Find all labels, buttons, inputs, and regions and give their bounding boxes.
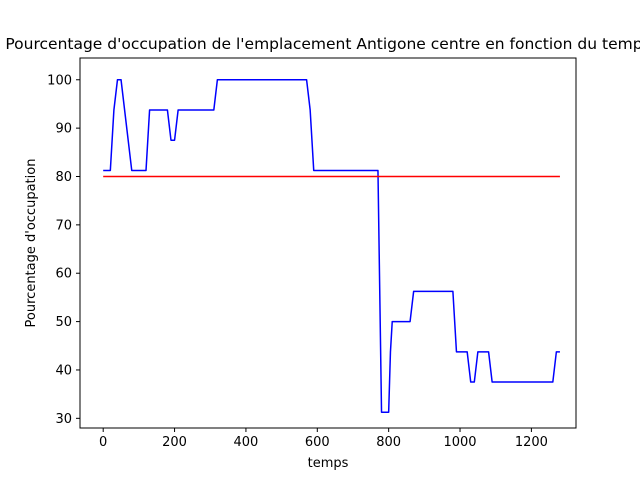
x-tick-label: 1200 [515,435,548,450]
plot-frame [79,57,577,429]
y-tick-label: 70 [55,218,72,233]
x-axis-label: temps [308,456,349,471]
y-tick-label: 80 [55,170,72,185]
x-tick-label: 0 [99,435,107,450]
x-tick-label: 200 [162,435,187,450]
y-ticks: 30 40 50 60 70 80 90 100 [47,73,80,427]
series-layer [103,79,560,414]
y-axis-label: Pourcentage d'occupation [24,159,39,328]
x-tick-label: 400 [234,435,259,450]
series-line-0 [103,79,560,414]
y-tick-label: 90 [55,122,72,137]
x-tick-label: 1000 [443,435,476,450]
plot-area [80,58,576,428]
y-tick-label: 30 [55,412,72,427]
x-tick-label: 800 [376,435,401,450]
y-tick-label: 50 [55,315,72,330]
y-tick-label: 40 [55,363,72,378]
x-tick-label: 600 [305,435,330,450]
x-ticks: 0 200 400 600 800 1000 1200 [99,428,548,450]
y-tick-label: 60 [55,267,72,282]
chart-title: Pourcentage d'occupation de l'emplacemen… [5,35,640,53]
y-tick-label: 100 [47,73,72,88]
